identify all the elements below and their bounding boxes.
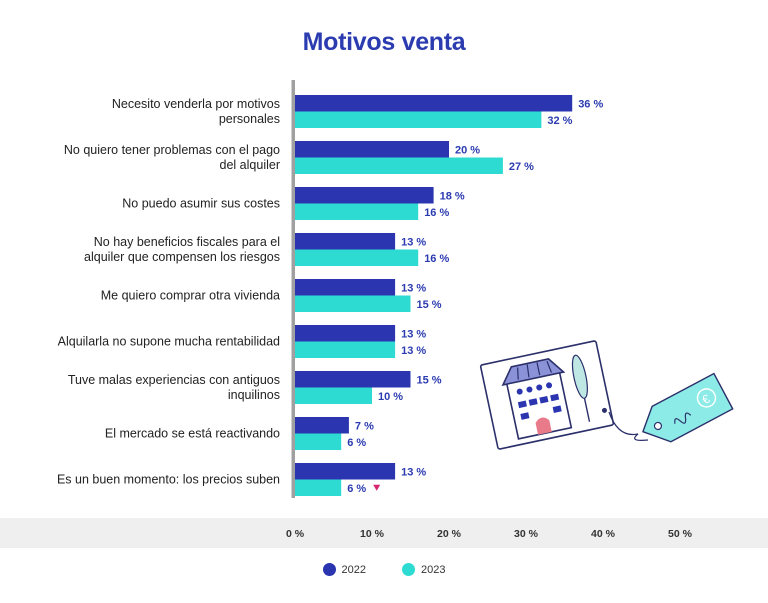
axis-band [0,518,768,548]
bar-2023-1 [295,157,503,174]
value-label-2022-1: 20 % [455,144,480,156]
x-tick-label-40: 40 % [591,528,616,540]
bar-2022-3 [295,233,396,250]
bar-2022-7 [295,417,349,434]
x-tick-label-20: 20 % [437,528,462,540]
bar-2022-8 [295,463,396,480]
value-label-2022-2: 18 % [440,190,465,202]
legend-swatch-2022 [322,563,336,576]
value-label-2023-7: 6 % [347,437,366,449]
tag-string [608,411,649,441]
x-tick-label-10: 10 % [360,528,385,540]
value-label-2023-3: 16 % [424,253,449,265]
x-tick-label-50: 50 % [668,528,693,540]
category-label-1: No quiero tener problemas con el pago del… [64,143,280,172]
price-tag: € [642,372,734,443]
bar-2023-3 [295,249,419,266]
legend-item-2023: 2023 [402,563,445,576]
bar-2023-0 [295,111,542,128]
category-label-8: Es un buen momento: los precios suben [57,473,280,487]
value-label-2022-7: 7 % [355,420,374,432]
value-label-2023-6: 10 % [378,391,403,403]
value-label-2022-6: 15 % [417,374,442,386]
value-label-2022-0: 36 % [578,98,603,110]
y-axis-line [291,80,295,498]
legend-item-2022: 2022 [322,563,366,576]
bar-2023-6 [295,387,372,404]
value-label-2022-4: 13 % [401,282,426,294]
bars-group [295,95,573,496]
bar-2022-4 [295,279,396,296]
bar-2022-1 [295,141,449,158]
legend-label-2022: 2022 [341,563,366,576]
value-label-2022-8: 13 % [401,466,426,478]
bar-2023-5 [295,341,396,358]
value-label-2023-8: 6 % [347,483,366,495]
down-arrow-icon [373,484,381,491]
value-label-2023-2: 16 % [424,207,449,219]
value-label-2023-4: 15 % [417,299,442,311]
bar-2022-6 [295,371,411,388]
category-label-7: El mercado se está reactivando [105,427,280,441]
category-label-4: Me quiero comprar otra vivienda [101,289,280,303]
x-tick-label-0: 0 % [286,528,305,540]
x-tick-labels: 0 % 10 % 20 % 30 % 40 % 50 % [286,528,693,540]
bar-2022-2 [295,187,434,204]
category-label-6: Tuve malas experiencias con antiguos inqu… [68,373,280,402]
value-labels: 36 % 32 % 20 % 27 % 18 % 16 % 13 % 16 % 13 % 15 %… [347,98,603,495]
legend-label-2023: 2023 [421,563,446,576]
category-label-3: No hay beneficios fiscales para el alquil… [84,235,280,264]
x-tick-label-30: 30 % [514,528,539,540]
value-label-2022-3: 13 % [401,236,426,248]
category-label-0: Necesito venderla por motivos personales [112,97,280,126]
value-label-2022-5: 13 % [401,328,426,340]
bar-2023-8 [295,479,342,496]
value-label-2023-0: 32 % [547,115,572,127]
legend-swatch-2023 [402,563,415,576]
bar-2022-5 [295,325,396,342]
chart-title: Motivos venta [302,28,466,56]
house-card [479,340,615,450]
category-label-2: No puedo asumir sus costes [122,197,280,211]
value-label-2023-1: 27 % [509,161,534,173]
value-label-2023-5: 13 % [401,345,426,357]
category-label-5: Alquilarla no supone mucha rentabilidad [58,335,280,349]
bar-2022-0 [295,95,573,112]
bar-2023-7 [295,433,342,450]
bar-2023-4 [295,295,411,312]
category-labels: Necesito venderla por motivos personales N… [57,97,280,487]
legend: 2022 2023 [0,563,768,576]
house-illustration: € [479,340,734,450]
bar-2023-2 [295,203,419,220]
